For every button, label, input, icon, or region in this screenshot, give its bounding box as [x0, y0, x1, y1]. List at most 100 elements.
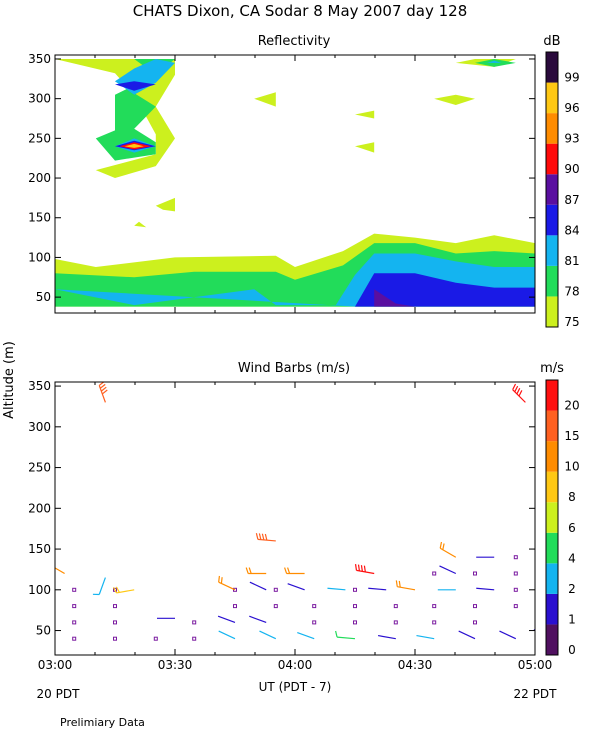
x-tick-label: 03:00 — [38, 658, 73, 672]
wind-unit-label: m/s — [540, 361, 564, 376]
colorbar-label: 2 — [568, 582, 576, 596]
colorbar-segment — [546, 471, 558, 503]
barb-feather — [516, 387, 521, 395]
plot-frame — [54, 381, 536, 656]
barb-shaft — [439, 565, 457, 575]
colorbar-label: 78 — [564, 284, 579, 298]
contour-region-75 — [155, 197, 175, 212]
colorbar-label: 99 — [564, 71, 579, 85]
colorbar-segment — [546, 380, 558, 411]
footer-note: Prelimiary Data — [60, 716, 145, 729]
calm-marker — [72, 587, 77, 592]
calm-marker — [273, 587, 278, 592]
colorbar-label: 75 — [564, 315, 579, 329]
wind-barb — [476, 587, 495, 591]
colorbar-label: 0 — [568, 643, 576, 657]
wind-barb — [512, 383, 526, 403]
wind-barb — [395, 580, 416, 591]
reflectivity-panel: Reflectivity dB 50 100 150 200 250 300 350 75 78… — [28, 34, 580, 329]
barb-shaft — [249, 581, 267, 591]
y-tick-label: 300 — [28, 92, 51, 106]
colorbar-segment — [546, 52, 558, 83]
barb-feather — [261, 533, 265, 541]
colorbar-segment — [546, 563, 558, 594]
calm-marker — [393, 620, 398, 625]
calm-marker — [513, 571, 518, 576]
barb-shaft — [416, 634, 435, 640]
wind-barb — [335, 630, 356, 640]
barb-shaft — [218, 630, 236, 640]
barb-feather — [395, 580, 398, 587]
barb-feather — [287, 567, 291, 574]
barb-feather — [264, 533, 268, 541]
calm-marker — [72, 604, 77, 609]
calm-marker — [473, 604, 477, 609]
barb-feather — [518, 390, 523, 397]
wind-barb — [327, 587, 346, 591]
plot-area — [52, 382, 535, 641]
y-tick-label: 50 — [36, 290, 51, 304]
wind-barb — [255, 533, 276, 542]
y-tick-label: 200 — [28, 171, 51, 185]
barb-shaft — [458, 630, 476, 640]
barb-feather — [357, 564, 361, 571]
colorbar-segment — [546, 532, 558, 564]
colorbar-label: 10 — [564, 460, 579, 474]
barb-feather — [284, 567, 288, 574]
calm-marker — [393, 604, 398, 609]
reflectivity-unit-label: dB — [543, 34, 560, 49]
calm-marker — [113, 620, 117, 625]
barb-shaft — [368, 587, 387, 591]
barb-feather — [245, 567, 249, 574]
colorbar-segment — [546, 296, 558, 327]
calm-marker — [473, 571, 477, 576]
colorbar-label: 15 — [564, 429, 579, 443]
wind-barb — [439, 541, 457, 558]
barb-feather — [115, 586, 120, 593]
calm-marker — [312, 604, 317, 609]
x-axis-label: UT (PDT - 7) — [259, 680, 332, 694]
calm-marker — [353, 620, 357, 625]
wind-barbs-title: Wind Barbs (m/s) — [238, 361, 350, 376]
contour-region-78 — [95, 59, 175, 161]
wind-barb — [98, 382, 108, 403]
colorbar-segment — [546, 441, 558, 472]
contour-region-75 — [254, 92, 276, 107]
calm-marker — [353, 587, 357, 592]
wind-barb — [259, 630, 277, 640]
calm-marker — [513, 604, 518, 609]
barb-feather — [52, 560, 53, 566]
barb-feather — [99, 383, 106, 389]
colorbar-label: 81 — [564, 254, 579, 268]
barb-feather — [514, 385, 519, 393]
y-tick-label: 50 — [36, 624, 51, 638]
colorbar-segment — [546, 624, 558, 655]
barb-shaft — [476, 587, 495, 591]
contour-region-81 — [487, 60, 502, 63]
wind-barb — [458, 630, 476, 640]
barb-shaft — [377, 634, 396, 640]
wind-barb — [217, 615, 236, 623]
contour-region-75 — [434, 94, 475, 105]
colorbar-segment — [546, 410, 558, 442]
contour-region-75 — [355, 142, 375, 153]
barb-feather — [335, 630, 338, 638]
x-tick-label: 05:00 — [518, 658, 553, 672]
y-tick-label: 350 — [28, 52, 51, 66]
calm-marker — [473, 620, 477, 625]
y-tick-label: 300 — [28, 420, 51, 434]
barb-feather — [442, 543, 445, 550]
calm-marker — [192, 620, 197, 625]
wind-barb — [297, 631, 315, 640]
barb-feather — [218, 575, 221, 583]
contour-region-87 — [374, 289, 415, 307]
y-tick-label: 100 — [28, 583, 51, 597]
wind-barb — [92, 577, 106, 596]
calm-marker — [273, 604, 278, 609]
barb-shaft — [287, 583, 305, 591]
barb-feather — [255, 533, 259, 540]
barb-shaft — [217, 615, 236, 623]
wind-barb — [368, 587, 387, 591]
barb-feather — [100, 386, 107, 392]
y-axis-label: Altitude (m) — [2, 341, 17, 419]
